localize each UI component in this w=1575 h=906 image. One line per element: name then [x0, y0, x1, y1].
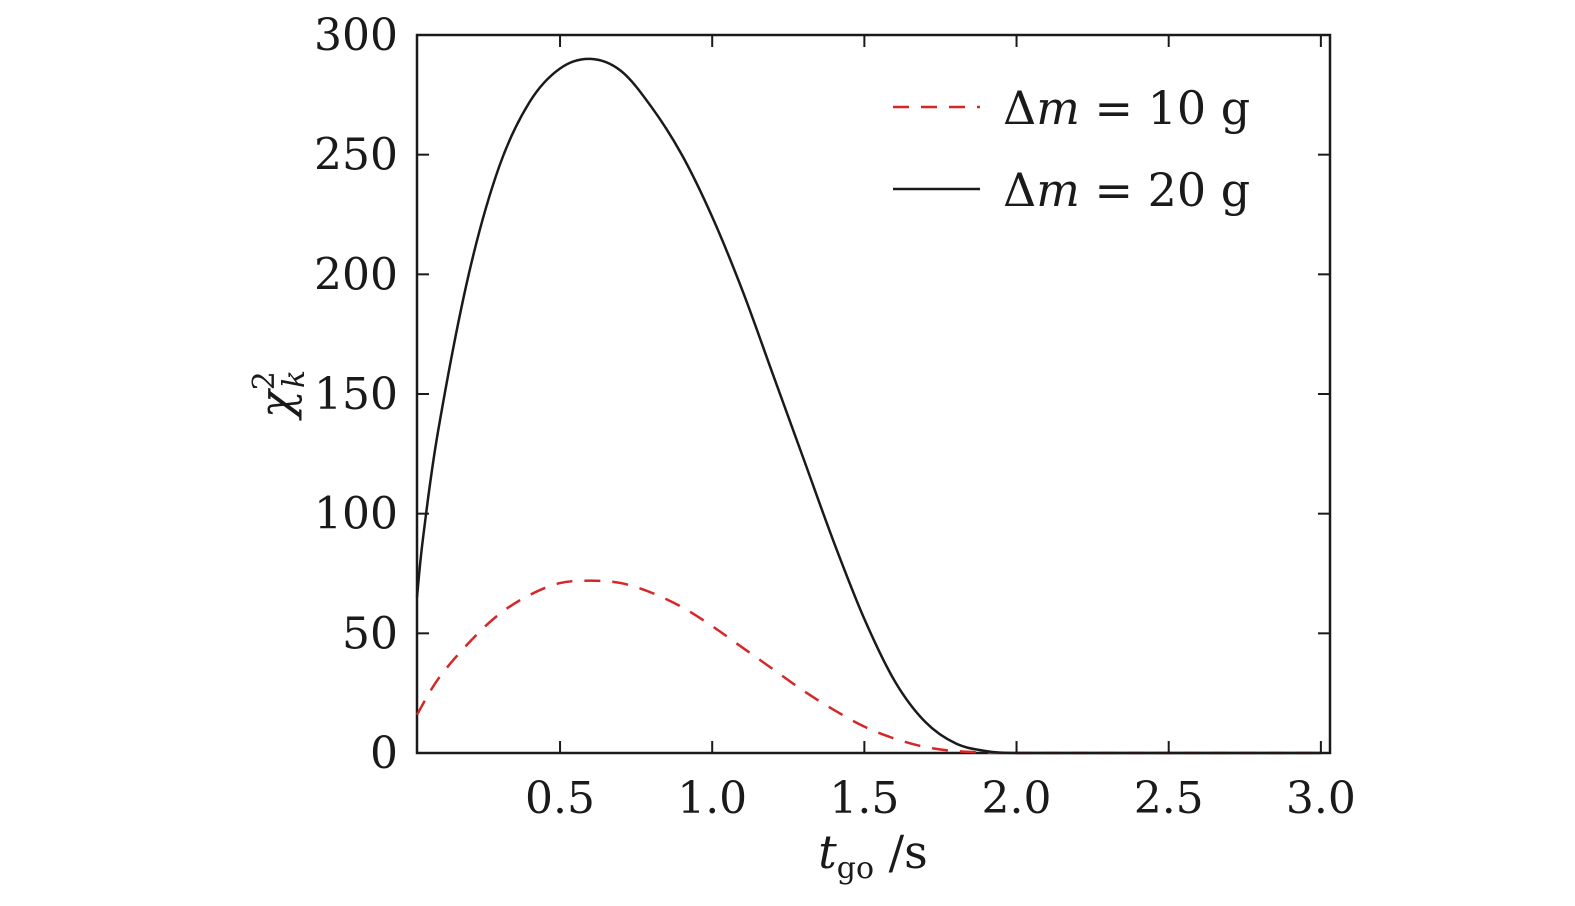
plot-area-frame: [415, 33, 1332, 755]
x-tick-label: 1.5: [829, 773, 899, 824]
legend-label-series-1-rest: = 10 g: [1080, 81, 1250, 135]
legend-label-series-1-var: m: [1036, 81, 1080, 135]
series-layer: [415, 57, 1321, 755]
x-tick-label: 3.0: [1286, 773, 1356, 824]
x-tick-label: 2.0: [982, 773, 1052, 824]
x-axis-label-sub: go: [837, 851, 874, 886]
series-line-2: [415, 57, 1321, 755]
y-tick-label: 200: [314, 249, 398, 300]
legend-label-series-1-prefix: Δ: [1003, 81, 1036, 135]
x-axis-label-main: t: [818, 825, 837, 879]
x-tick-label: 0.5: [525, 773, 595, 824]
legend-label-series-2: Δm = 20 g: [1003, 163, 1250, 217]
x-axis-label: tgo /s: [818, 825, 928, 886]
y-axis-label-sub: k: [277, 370, 312, 388]
legend-label-series-2-var: m: [1036, 163, 1080, 217]
y-axis-label: χ2k: [247, 370, 312, 421]
y-tick-label: 0: [370, 728, 398, 779]
series-line-1: [415, 579, 1321, 755]
y-tick-label: 50: [342, 608, 398, 659]
legend: Δm = 10 g Δm = 20 g: [893, 81, 1250, 217]
y-tick-label: 250: [314, 130, 398, 181]
y-axis-label-sup: 2: [247, 371, 282, 390]
y-axis-label-main: χ: [249, 387, 303, 421]
x-tick-label: 1.0: [677, 773, 747, 824]
x-axis-label-unit: /s: [874, 825, 928, 879]
ticks-layer: [417, 34, 1330, 754]
tick-labels-layer: 0.5 1.0 1.5 2.0 2.5 3.0 0 50 100 150 200 250 300: [314, 10, 1356, 824]
legend-label-series-1: Δm = 10 g: [1003, 81, 1250, 135]
y-tick-label: 100: [314, 489, 398, 540]
x-tick-label: 2.5: [1134, 773, 1204, 824]
legend-label-series-2-rest: = 20 g: [1080, 163, 1250, 217]
legend-label-series-2-prefix: Δ: [1003, 163, 1036, 217]
y-tick-label: 150: [314, 369, 398, 420]
y-tick-label: 300: [314, 10, 398, 61]
